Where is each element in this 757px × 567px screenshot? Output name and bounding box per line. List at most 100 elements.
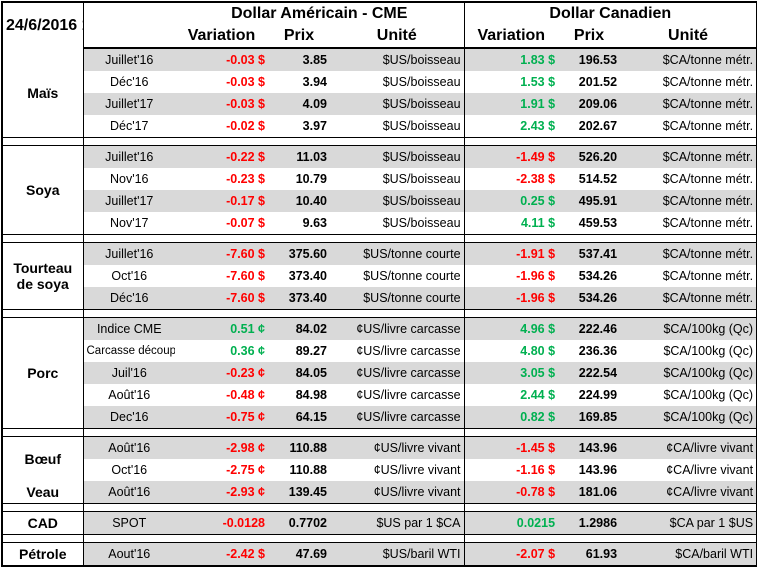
contract-name: Oct'16 [111,269,148,283]
usd-price: 84.98 [295,388,327,402]
usd-price: 373.40 [268,287,330,310]
usd-price: 375.60 [268,242,330,265]
cad-variation: -1.96 $ [463,265,559,287]
contract-name: Juillet'16 [83,48,175,71]
usd-unit: ¢US/livre vivant [330,436,465,459]
cad-unit: $CA/100kg (Qc) [620,406,757,429]
cad-price: 537.41 [558,242,621,265]
usd-unit: $US/tonne courte [330,287,465,310]
cad-price: 61.93 [558,542,621,567]
usd-price: 3.85 [268,48,330,71]
usd-price-header: Prix [268,25,330,49]
usd-price: 139.45 [268,481,330,504]
cad-unit: ¢CA/livre vivant [620,459,757,481]
group-label: CAD [1,511,84,535]
usd-variation: -7.60 $ [175,242,268,265]
table-row: Oct'16 -7.60 $ 373.40 $US/tonne courte -1.96… [2,265,757,287]
group-label: Tourteau de soya [1,242,84,310]
usd-unit: ¢US/livre carcasse [330,317,465,340]
cad-price: 534.26 [578,269,618,283]
table-row: Dec'16 -0.75 ¢ 64.15 ¢US/livre carcasse 0.82… [2,406,757,429]
table-row: Carcasse découpée 0.36 ¢ 89.27 ¢US/livre ca… [2,340,757,362]
cad-unit-header: Unité [620,25,757,49]
cad-unit: $CA/tonne métr. [620,168,757,190]
contract-name: Déc'16 [109,75,149,89]
cad-price: 534.26 [558,287,621,310]
cad-variation: 1.53 $ [463,71,559,93]
cad-variation: 0.25 $ [463,190,559,212]
cad-unit: $CA/tonne métr. [620,145,757,168]
usd-variation: -0.03 $ [226,75,265,89]
contract-name: Juillet'16 [83,242,175,265]
cad-unit: $CA/tonne métr. [620,287,757,310]
cad-variation: 2.44 $ [463,384,559,406]
cad-price-header: Prix [558,25,621,49]
cad-unit: $CA/100kg (Qc) [620,340,757,362]
contract-name: Août'16 [83,436,175,459]
cad-variation: -2.38 $ [463,168,559,190]
cad-variation: 1.83 $ [463,48,559,71]
usd-price: 89.27 [295,344,327,358]
table-row: Veau Août'16 -2.93 ¢ 139.45 ¢US/livre vivant… [1,481,757,504]
contract-name: Dec'16 [83,406,175,429]
cad-price: 526.20 [558,145,621,168]
table-row: Juillet'17 -0.03 $4.09 $US/boisseau 1.91 $2… [2,93,757,115]
contract-name: Juillet'17 [83,190,175,212]
cad-unit: $CA/tonne métr. [620,115,757,138]
table-row: Bœuf Août'16 -2.98 ¢ 110.88 ¢US/livre vivant… [1,436,757,481]
contract-name: Août'16 [83,481,175,504]
group-label: Maïs [1,48,84,138]
cad-price: 236.36 [578,344,618,358]
cad-variation: 3.05 $ [463,362,559,384]
usd-price: 110.88 [289,463,327,477]
cad-price: 169.85 [558,406,621,429]
contract-name: Nov'16 [109,172,149,186]
contract-name: Indice CME [83,317,175,340]
usd-variation: 0.51 ¢ [175,317,268,340]
usd-unit: $US/boisseau [330,48,465,71]
usd-price: 11.03 [268,145,330,168]
report-date: 24/6/2016 15:55 [1,1,84,48]
cad-unit: $CA/100kg (Qc) [620,384,757,406]
cad-price: 495.91 [558,190,621,212]
cad-price: 222.46 [558,317,621,340]
cad-unit: $CA/100kg (Qc) [620,362,757,384]
cad-variation: 4.11 $ [463,212,559,235]
table-row: Pétrole Aout'16 -2.42 $47.69 $US/baril WTI -… [1,542,757,567]
usd-price: 64.15 [268,406,330,429]
cad-unit: $CA/tonne métr. [620,190,757,212]
table-row: Déc'16 -7.60 $373.40 $US/tonne courte -1.96… [2,287,757,310]
contract-name: Juillet'16 [83,145,175,168]
usd-unit: ¢US/livre vivant [373,463,461,477]
cad-price: 143.96 [578,463,618,477]
usd-variation: -0.48 ¢ [226,388,265,402]
cad-unit: $CA/baril WTI [620,542,757,567]
usd-variation: -2.98 ¢ [175,436,268,459]
cad-variation: -1.45 $ [463,436,559,459]
cad-price: 201.52 [578,75,618,89]
cad-variation: 0.82 $ [463,406,559,429]
cad-unit: ¢CA/livre vivant [620,481,757,504]
usd-unit: $US/boisseau [330,190,465,212]
table-row: Tourteau de soya Juillet'16 -7.60 $375.60 $U… [1,242,757,310]
cad-unit: ¢CA/livre vivant [620,436,757,459]
usd-unit: $US/tonne courte [363,269,461,283]
usd-price: 3.97 [302,119,327,133]
table-row: Juil'16 -0.23 ¢ 84.05 ¢US/livre carcasse 3.0… [2,362,757,384]
cad-variation: -1.91 $ [463,242,559,265]
group-label: Porc [1,317,84,429]
usd-unit: ¢US/livre carcasse [330,406,465,429]
cad-price: 202.67 [578,119,618,133]
cad-variation: 0.0215 [463,511,559,535]
cad-unit: $CA/tonne métr. [620,93,757,115]
usd-price: 3.94 [302,75,327,89]
usd-price: 47.69 [268,542,330,567]
usd-unit: $US/baril WTI [330,542,465,567]
cad-unit: $CA/tonne métr. [620,242,757,265]
table-row: Août'16 -0.48 ¢ 84.98 ¢US/livre carcasse 2.4… [2,384,757,406]
usd-variation: -0.22 $ [175,145,268,168]
usd-unit: $US par 1 $CA [330,511,465,535]
contract-name: Août'16 [108,388,151,402]
group-separator [1,534,757,543]
usd-variation: -0.23 ¢ [175,362,268,384]
